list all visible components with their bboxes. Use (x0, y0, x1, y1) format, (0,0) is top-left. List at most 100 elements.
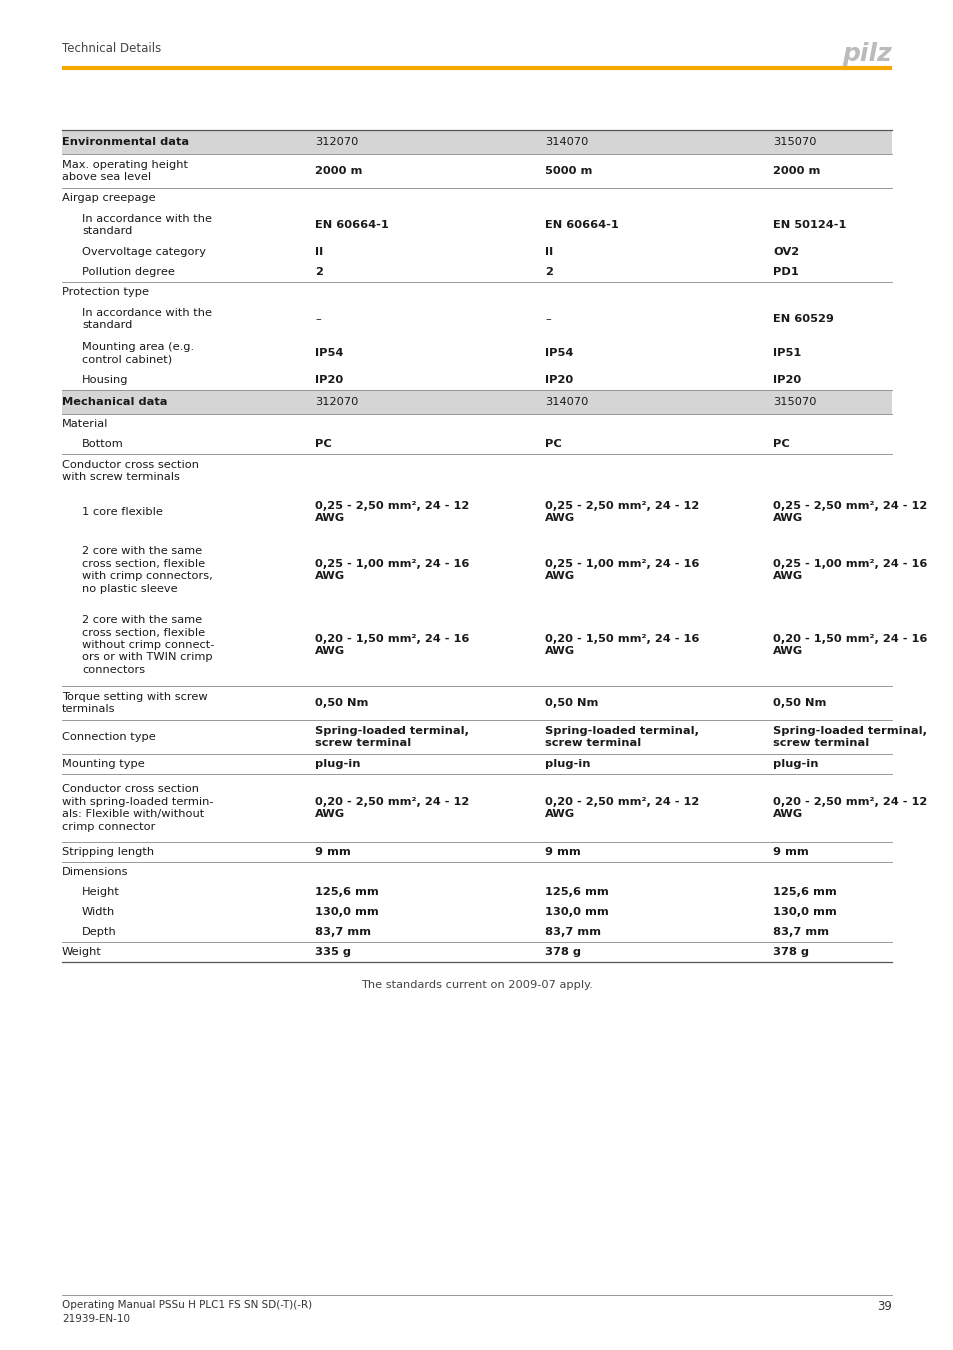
Text: 2 core with the same
cross section, flexible
with crimp connectors,
no plastic s: 2 core with the same cross section, flex… (82, 547, 213, 594)
Text: 2000 m: 2000 m (314, 166, 362, 176)
Text: EN 60529: EN 60529 (772, 315, 833, 324)
Text: Width: Width (82, 907, 115, 917)
Bar (62, 130, 891, 154)
Text: 0,50 Nm: 0,50 Nm (544, 698, 598, 707)
Text: 315070: 315070 (772, 136, 816, 147)
Text: 9 mm: 9 mm (772, 846, 808, 857)
Text: Protection type: Protection type (62, 288, 149, 297)
Text: 314070: 314070 (544, 136, 588, 147)
Text: Spring-loaded terminal,
screw terminal: Spring-loaded terminal, screw terminal (314, 726, 469, 748)
Text: Conductor cross section
with spring-loaded termin-
als: Flexible with/without
cr: Conductor cross section with spring-load… (62, 784, 213, 832)
Text: 39: 39 (876, 1300, 891, 1314)
Text: Weight: Weight (62, 946, 102, 957)
Text: OV2: OV2 (772, 247, 799, 256)
Text: Material: Material (62, 418, 109, 429)
Text: Max. operating height
above sea level: Max. operating height above sea level (62, 159, 188, 182)
Text: Overvoltage category: Overvoltage category (82, 247, 206, 256)
Text: –: – (544, 315, 550, 324)
Text: Connection type: Connection type (62, 732, 155, 742)
Text: 9 mm: 9 mm (314, 846, 351, 857)
Text: IP20: IP20 (772, 375, 801, 385)
Text: IP20: IP20 (544, 375, 573, 385)
Text: 83,7 mm: 83,7 mm (772, 927, 828, 937)
Text: 125,6 mm: 125,6 mm (314, 887, 378, 896)
Text: 378 g: 378 g (544, 946, 580, 957)
Text: PC: PC (772, 439, 789, 450)
Text: 0,25 - 2,50 mm², 24 - 12
AWG: 0,25 - 2,50 mm², 24 - 12 AWG (314, 501, 469, 524)
Text: Mounting type: Mounting type (62, 759, 145, 769)
Text: 378 g: 378 g (772, 946, 808, 957)
Text: 0,50 Nm: 0,50 Nm (314, 698, 368, 707)
Text: Spring-loaded terminal,
screw terminal: Spring-loaded terminal, screw terminal (544, 726, 699, 748)
Text: pilz: pilz (841, 42, 891, 66)
Text: In accordance with the
standard: In accordance with the standard (82, 213, 212, 236)
Text: plug-in: plug-in (314, 759, 360, 769)
Text: 2000 m: 2000 m (772, 166, 820, 176)
Text: IP20: IP20 (314, 375, 343, 385)
Text: In accordance with the
standard: In accordance with the standard (82, 308, 212, 331)
Text: plug-in: plug-in (772, 759, 818, 769)
Text: 9 mm: 9 mm (544, 846, 580, 857)
Text: IP54: IP54 (314, 348, 343, 358)
Text: 125,6 mm: 125,6 mm (772, 887, 836, 896)
Text: 130,0 mm: 130,0 mm (314, 907, 378, 917)
Text: 2 core with the same
cross section, flexible
without crimp connect-
ors or with : 2 core with the same cross section, flex… (82, 616, 214, 675)
Text: Spring-loaded terminal,
screw terminal: Spring-loaded terminal, screw terminal (772, 726, 926, 748)
Text: Operating Manual PSSu H PLC1 FS SN SD(-T)(-R): Operating Manual PSSu H PLC1 FS SN SD(-T… (62, 1300, 312, 1310)
Text: Mechanical data: Mechanical data (62, 397, 168, 406)
Text: EN 50124-1: EN 50124-1 (772, 220, 845, 230)
Text: 21939-EN-10: 21939-EN-10 (62, 1314, 130, 1324)
Text: PC: PC (314, 439, 332, 450)
Text: 0,50 Nm: 0,50 Nm (772, 698, 825, 707)
Text: EN 60664-1: EN 60664-1 (314, 220, 388, 230)
Text: 0,20 - 1,50 mm², 24 - 16
AWG: 0,20 - 1,50 mm², 24 - 16 AWG (544, 633, 699, 656)
Text: 1 core flexible: 1 core flexible (82, 508, 163, 517)
Text: 0,25 - 1,00 mm², 24 - 16
AWG: 0,25 - 1,00 mm², 24 - 16 AWG (772, 559, 926, 582)
Text: 0,20 - 1,50 mm², 24 - 16
AWG: 0,20 - 1,50 mm², 24 - 16 AWG (772, 633, 926, 656)
Text: 125,6 mm: 125,6 mm (544, 887, 608, 896)
Text: Height: Height (82, 887, 120, 896)
Text: 312070: 312070 (314, 136, 358, 147)
Text: 83,7 mm: 83,7 mm (544, 927, 600, 937)
Text: 5000 m: 5000 m (544, 166, 592, 176)
Text: 130,0 mm: 130,0 mm (772, 907, 836, 917)
Text: Mounting area (e.g.
control cabinet): Mounting area (e.g. control cabinet) (82, 342, 193, 365)
Text: II: II (544, 247, 553, 256)
Text: 130,0 mm: 130,0 mm (544, 907, 608, 917)
Text: Airgap creepage: Airgap creepage (62, 193, 155, 202)
Text: 0,20 - 2,50 mm², 24 - 12
AWG: 0,20 - 2,50 mm², 24 - 12 AWG (772, 796, 926, 819)
Text: EN 60664-1: EN 60664-1 (544, 220, 618, 230)
Text: Torque setting with screw
terminals: Torque setting with screw terminals (62, 691, 208, 714)
Text: Depth: Depth (82, 927, 116, 937)
Text: PC: PC (544, 439, 561, 450)
Text: 83,7 mm: 83,7 mm (314, 927, 371, 937)
Text: 0,25 - 2,50 mm², 24 - 12
AWG: 0,25 - 2,50 mm², 24 - 12 AWG (772, 501, 926, 524)
Text: 0,25 - 1,00 mm², 24 - 16
AWG: 0,25 - 1,00 mm², 24 - 16 AWG (314, 559, 469, 582)
Text: Pollution degree: Pollution degree (82, 267, 174, 277)
Text: 312070: 312070 (314, 397, 358, 406)
Text: 315070: 315070 (772, 397, 816, 406)
Text: II: II (314, 247, 323, 256)
Text: Bottom: Bottom (82, 439, 124, 450)
Text: –: – (314, 315, 320, 324)
Text: 2: 2 (314, 267, 322, 277)
Text: 335 g: 335 g (314, 946, 351, 957)
Text: Technical Details: Technical Details (62, 42, 161, 55)
Text: 0,20 - 2,50 mm², 24 - 12
AWG: 0,20 - 2,50 mm², 24 - 12 AWG (314, 796, 469, 819)
Text: 2: 2 (544, 267, 553, 277)
Text: 0,25 - 2,50 mm², 24 - 12
AWG: 0,25 - 2,50 mm², 24 - 12 AWG (544, 501, 699, 524)
Text: Housing: Housing (82, 375, 129, 385)
Text: Environmental data: Environmental data (62, 136, 189, 147)
Text: PD1: PD1 (772, 267, 798, 277)
Text: 0,20 - 2,50 mm², 24 - 12
AWG: 0,20 - 2,50 mm², 24 - 12 AWG (544, 796, 699, 819)
Text: plug-in: plug-in (544, 759, 590, 769)
Text: 0,25 - 1,00 mm², 24 - 16
AWG: 0,25 - 1,00 mm², 24 - 16 AWG (544, 559, 699, 582)
Text: 314070: 314070 (544, 397, 588, 406)
Text: The standards current on 2009-07 apply.: The standards current on 2009-07 apply. (360, 980, 593, 990)
Text: IP54: IP54 (544, 348, 573, 358)
Text: IP51: IP51 (772, 348, 801, 358)
Text: 0,20 - 1,50 mm², 24 - 16
AWG: 0,20 - 1,50 mm², 24 - 16 AWG (314, 633, 469, 656)
Text: Conductor cross section
with screw terminals: Conductor cross section with screw termi… (62, 460, 199, 482)
Bar (62, 390, 891, 414)
Text: Stripping length: Stripping length (62, 846, 154, 857)
